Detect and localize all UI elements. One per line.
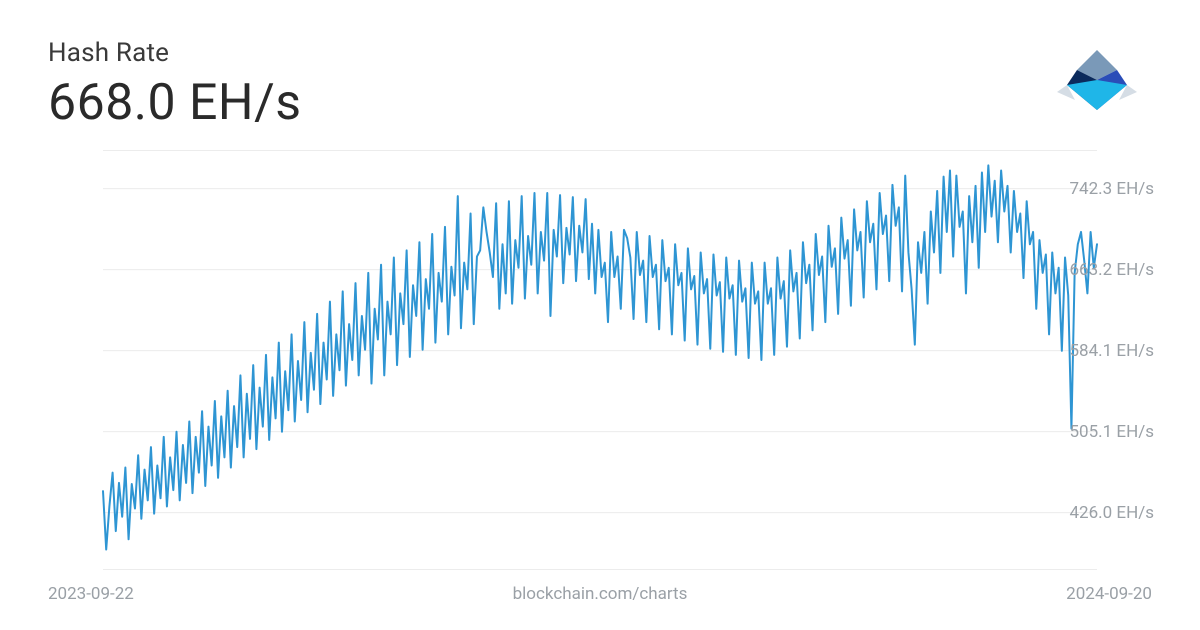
line-chart bbox=[48, 150, 1152, 570]
chart-title: Hash Rate bbox=[48, 38, 302, 68]
x-start-date: 2023-09-22 bbox=[48, 584, 134, 604]
y-tick-label: 426.0 EH/s bbox=[1070, 503, 1155, 523]
y-tick-label: 663.2 EH/s bbox=[1070, 260, 1155, 280]
header: Hash Rate 668.0 EH/s bbox=[48, 38, 1152, 132]
x-end-date: 2024-09-20 bbox=[1066, 584, 1152, 604]
chart-current-value: 668.0 EH/s bbox=[48, 74, 302, 132]
chart-card: Hash Rate 668.0 EH/s bbox=[0, 0, 1200, 630]
hash-rate-series bbox=[103, 165, 1097, 549]
y-tick-label: 584.1 EH/s bbox=[1070, 341, 1155, 361]
blockchain-logo-icon bbox=[1042, 40, 1152, 124]
titles: Hash Rate 668.0 EH/s bbox=[48, 38, 302, 132]
footer: 2023-09-22 blockchain.com/charts 2024-09… bbox=[48, 584, 1152, 604]
source-label: blockchain.com/charts bbox=[513, 584, 688, 604]
chart-area: 742.3 EH/s 663.2 EH/s 584.1 EH/s 505.1 EH/s… bbox=[48, 150, 1152, 570]
y-tick-label: 742.3 EH/s bbox=[1070, 179, 1155, 199]
y-tick-label: 505.1 EH/s bbox=[1070, 422, 1155, 442]
